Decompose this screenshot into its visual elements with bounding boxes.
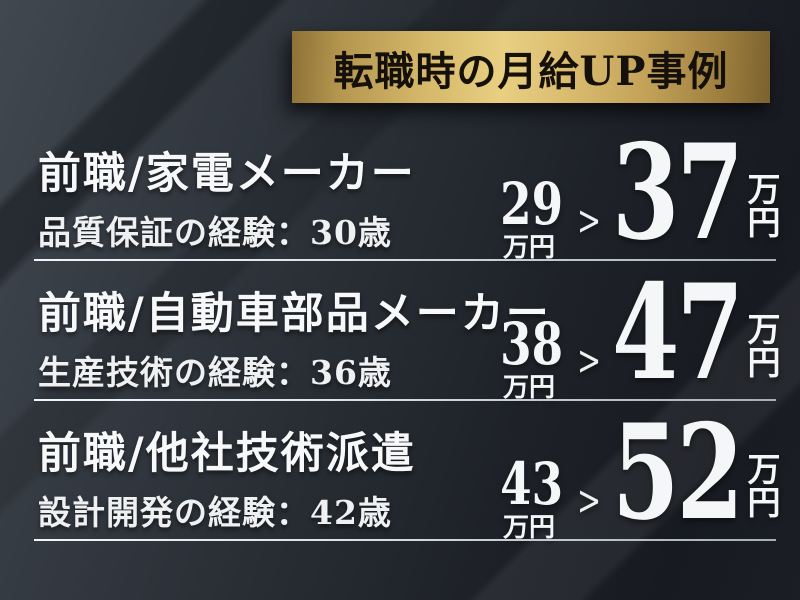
page-title: 転職時の月給UP事例 [333, 48, 729, 95]
case-info: 前職/自動車部品メーカー 生産技術の経験：36歳 [38, 289, 551, 394]
experience-age-label: 設計開発の経験：42歳 [38, 493, 392, 533]
row-divider [34, 259, 776, 261]
unit-en: 円 [747, 483, 781, 522]
previous-job-title: 前職/家電メーカー [38, 149, 416, 199]
arrow-right-icon: > [577, 337, 602, 386]
case-row-3: 前職/他社技術派遣 設計開発の経験：42歳 43 万円 > 52 万 円 [0, 401, 800, 541]
unit-man: 万 [747, 170, 781, 209]
salary-before-unit: 万円 [502, 513, 555, 543]
salary-before: 38 万円 [492, 315, 566, 401]
experience-age-label: 品質保証の経験：30歳 [38, 213, 392, 253]
unit-man: 万 [747, 310, 781, 349]
row-divider [34, 399, 776, 401]
salary-before-unit: 万円 [502, 373, 555, 403]
salary-after-value: 52 [612, 395, 744, 549]
salary-after-value: 47 [612, 255, 744, 409]
salary-after-unit: 万 円 [747, 453, 780, 519]
salary-after-unit: 万 円 [747, 313, 780, 379]
case-info: 前職/家電メーカー 品質保証の経験：30歳 [38, 149, 416, 254]
salary-change: 43 万円 > 52 万 円 [492, 395, 780, 549]
arrow-right-icon: > [577, 197, 602, 246]
salary-change: 38 万円 > 47 万 円 [492, 255, 780, 409]
salary-before: 29 万円 [492, 175, 566, 261]
previous-job-title: 前職/自動車部品メーカー [38, 289, 551, 339]
salary-after-unit: 万 円 [747, 173, 780, 239]
previous-job-title: 前職/他社技術派遣 [38, 429, 416, 479]
case-list: 前職/家電メーカー 品質保証の経験：30歳 29 万円 > 37 万 円 前職/… [0, 121, 800, 541]
case-row-2: 前職/自動車部品メーカー 生産技術の経験：36歳 38 万円 > 47 万 円 [0, 261, 800, 401]
salary-change: 29 万円 > 37 万 円 [492, 115, 780, 269]
case-info: 前職/他社技術派遣 設計開発の経験：42歳 [38, 429, 416, 534]
salary-before-value: 43 [500, 450, 564, 518]
salary-before-value: 29 [500, 170, 564, 238]
salary-after-value: 37 [612, 115, 744, 269]
arrow-right-icon: > [577, 477, 602, 526]
case-row-1: 前職/家電メーカー 品質保証の経験：30歳 29 万円 > 37 万 円 [0, 121, 800, 261]
salary-before-unit: 万円 [502, 233, 555, 263]
experience-age-label: 生産技術の経験：36歳 [38, 353, 392, 393]
row-divider [34, 539, 776, 541]
unit-en: 円 [747, 203, 781, 242]
unit-en: 円 [747, 343, 781, 382]
salary-before-value: 38 [500, 310, 564, 378]
salary-before: 43 万円 [492, 455, 566, 541]
title-banner: 転職時の月給UP事例 [292, 31, 770, 103]
unit-man: 万 [747, 450, 781, 489]
